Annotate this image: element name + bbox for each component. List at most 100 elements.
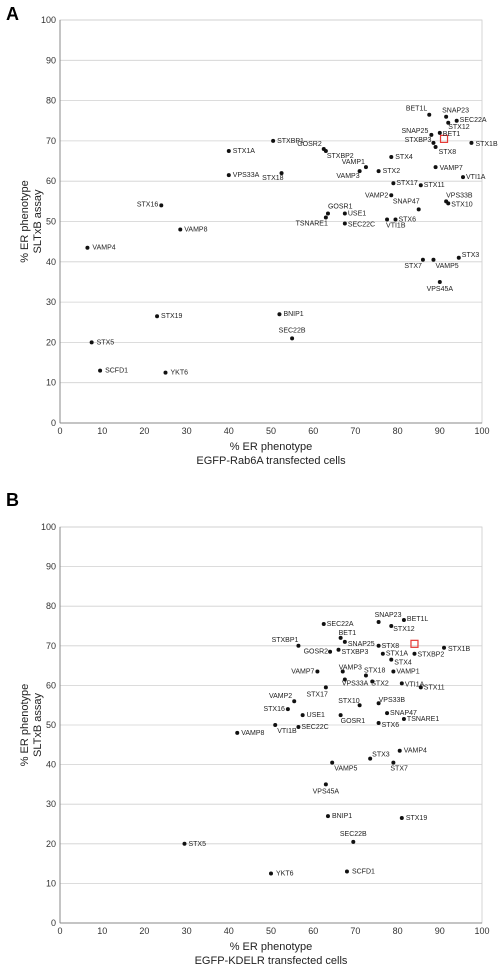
point-label: GOSR1 xyxy=(341,718,366,725)
data-point-stx1b xyxy=(442,645,447,650)
data-point-vamp7 xyxy=(315,669,320,674)
data-point-vamp1 xyxy=(391,669,396,674)
x-tick-label: 40 xyxy=(224,926,234,936)
x-axis-sublabel: EGFP-KDELR transfected cells xyxy=(195,955,348,965)
data-point-gosr1 xyxy=(325,211,330,216)
point-label: STX8 xyxy=(382,643,400,650)
data-point-snap47 xyxy=(416,207,421,212)
panel-label: B xyxy=(6,490,19,510)
point-label: STX11 xyxy=(424,182,445,189)
point-label: SEC22A xyxy=(460,117,487,124)
point-label: VTI1A xyxy=(466,174,486,181)
point-label: STX16 xyxy=(263,706,285,713)
point-label: BET1L xyxy=(406,106,428,113)
data-point-stx10 xyxy=(446,201,451,206)
data-point-stx6 xyxy=(393,217,398,222)
data-point-ykt6 xyxy=(269,871,273,876)
y-tick-label: 70 xyxy=(46,641,56,651)
point-label: VPS45A xyxy=(313,788,340,795)
data-point-vps33b xyxy=(376,701,381,706)
data-point-vamp8 xyxy=(235,730,240,735)
panel-label: A xyxy=(6,4,19,24)
point-label: STX18 xyxy=(262,175,284,182)
y-tick-label: 70 xyxy=(46,136,56,146)
data-point-snap23 xyxy=(444,114,449,119)
y-tick-label: 90 xyxy=(46,562,56,572)
scatter-chart-b: B 0 10 20 30 40 50 60 70 80 90 100 0 10 20 30 40 50 60 70 80… xyxy=(6,490,490,965)
point-label: STX3 xyxy=(372,752,390,759)
x-tick-label: 50 xyxy=(266,426,276,436)
point-label: VAMP5 xyxy=(435,263,458,270)
data-point-stx16 xyxy=(285,707,290,712)
data-point-use1 xyxy=(342,211,347,216)
point-label: VAMP7 xyxy=(440,165,463,172)
data-point-stx6 xyxy=(376,721,381,726)
point-label: SNAP47 xyxy=(393,198,420,205)
point-label: STX6 xyxy=(398,216,416,223)
data-point-tsnare1 xyxy=(323,215,328,220)
x-tick-label: 0 xyxy=(57,426,62,436)
y-tick-label: 100 xyxy=(41,522,56,532)
point-label: VAMP1 xyxy=(342,159,365,166)
point-label: VPS33B xyxy=(379,697,406,704)
point-label: VAMP3 xyxy=(339,665,362,672)
data-point-vamp8 xyxy=(178,227,183,232)
point-label: BET1 xyxy=(339,630,357,637)
data-point-vamp1 xyxy=(363,165,368,170)
y-tick-label: 10 xyxy=(46,378,56,388)
x-tick-label: 90 xyxy=(435,926,445,936)
x-tick-label: 70 xyxy=(350,426,360,436)
y-tick-label: 0 xyxy=(51,418,56,428)
data-point-stx16 xyxy=(159,203,164,208)
point-label: TSNARE1 xyxy=(296,220,328,227)
x-tick-label: 0 xyxy=(57,926,62,936)
point-label: STX4 xyxy=(394,660,412,667)
x-tick-label: 50 xyxy=(266,926,276,936)
data-point-stx4 xyxy=(389,657,394,662)
point-label: USE1 xyxy=(307,712,325,719)
point-label: STX10 xyxy=(451,201,473,208)
point-label: USE1 xyxy=(348,210,366,217)
y-tick-label: 30 xyxy=(46,799,56,809)
data-point-stx17 xyxy=(391,181,396,186)
point-label: BNIP1 xyxy=(332,813,352,820)
data-point-bet1 xyxy=(338,635,343,640)
data-point-vamp5 xyxy=(431,257,436,262)
y-tick-label: 20 xyxy=(46,337,56,347)
point-label: VAMP8 xyxy=(241,730,264,737)
point-label: VPS33A xyxy=(233,172,260,179)
point-label: STX3 xyxy=(462,252,480,259)
data-point-stx8 xyxy=(433,144,438,149)
y-tick-label: 10 xyxy=(46,878,56,888)
y-axis-label: % ER phenotype xyxy=(19,180,31,263)
data-point-stxbp1 xyxy=(271,138,276,143)
point-label: GOSR2 xyxy=(297,141,322,148)
data-point-stxbp2 xyxy=(323,148,328,153)
y-tick-label: 30 xyxy=(46,297,56,307)
data-point-vps45a xyxy=(323,782,328,787)
x-tick-label: 30 xyxy=(182,926,192,936)
x-tick-label: 40 xyxy=(224,426,234,436)
point-label: STXBP1 xyxy=(272,637,299,644)
point-label: STX7 xyxy=(390,766,408,773)
x-tick-label: 70 xyxy=(350,926,360,936)
data-point-stx3 xyxy=(456,255,461,260)
point-label: VPS33B xyxy=(446,192,473,199)
point-label: STX4 xyxy=(395,154,413,161)
y-tick-label: 50 xyxy=(46,217,56,227)
data-point-bet1l xyxy=(401,618,406,623)
y-axis-sublabel: SLTxB assay xyxy=(32,693,44,757)
data-point-vps45a xyxy=(437,279,442,284)
data-point-bet1 xyxy=(437,130,442,135)
data-point-vamp5 xyxy=(330,760,335,765)
data-point-vti1b xyxy=(385,217,390,222)
point-label: SNAP23 xyxy=(375,612,402,619)
data-point-snap25 xyxy=(429,132,434,137)
y-tick-label: 60 xyxy=(46,176,56,186)
data-point-stxbp3 xyxy=(431,140,436,145)
point-label: STX1B xyxy=(475,141,498,148)
highlight-point xyxy=(410,639,419,648)
point-label: SEC22C xyxy=(348,222,375,229)
point-label: VPS33A xyxy=(342,680,369,687)
x-axis-label: % ER phenotype xyxy=(230,441,313,453)
